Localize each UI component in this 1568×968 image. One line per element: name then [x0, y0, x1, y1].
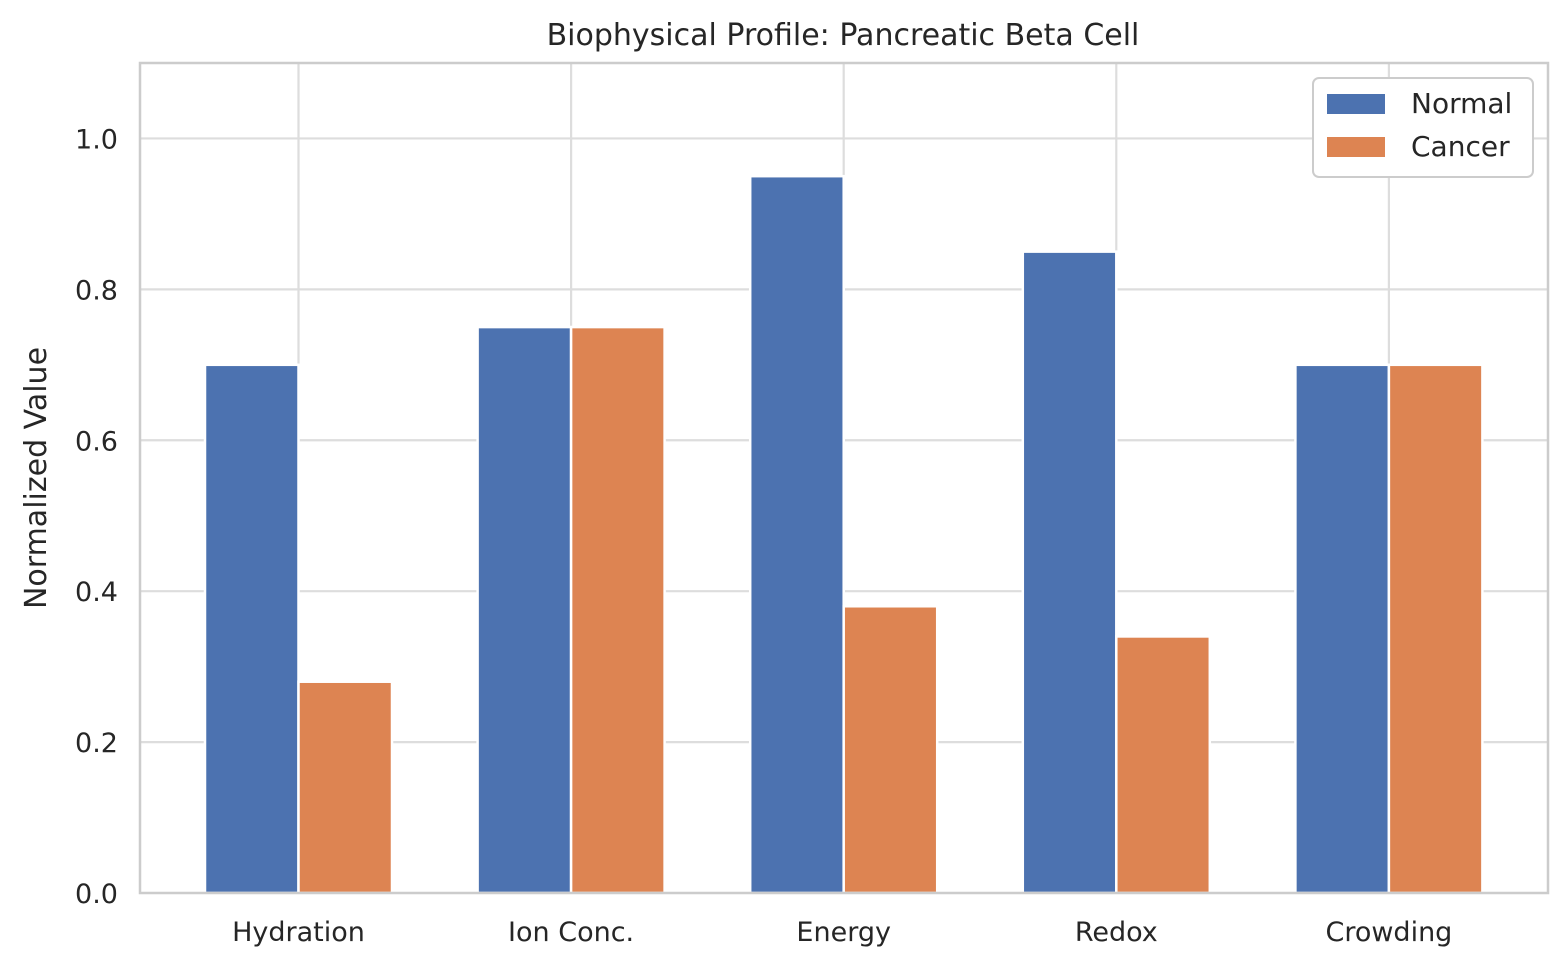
axes-frame	[138, 61, 1550, 895]
legend-label-normal: Normal	[1411, 87, 1512, 120]
y-axis-label: Normalized Value	[19, 347, 54, 609]
bar-cancer-2	[842, 605, 939, 895]
legend-swatch-normal	[1327, 94, 1385, 114]
bar-cancer-4	[1387, 363, 1484, 895]
y-tick-label: 0.2	[75, 728, 118, 759]
bars	[203, 174, 1484, 895]
bar-normal-2	[748, 174, 845, 895]
y-tick-labels: 0.0 0.2 0.4 0.6 0.8 1.0	[75, 124, 118, 910]
x-tick-label: Crowding	[1325, 917, 1452, 948]
y-tick-label: 0.0	[75, 879, 118, 910]
legend-swatch-cancer	[1327, 137, 1385, 157]
bar-normal-0	[203, 363, 300, 895]
bar-normal-4	[1294, 363, 1391, 895]
bar-cancer-3	[1115, 635, 1212, 895]
y-tick-label: 0.6	[75, 426, 118, 457]
x-tick-labels: Hydration Ion Conc. Energy Redox Crowding	[232, 917, 1452, 948]
bar-normal-3	[1021, 250, 1118, 895]
legend: Normal Cancer	[1312, 77, 1534, 178]
x-tick-label: Redox	[1075, 917, 1158, 948]
y-tick-label: 0.8	[75, 275, 118, 306]
y-tick-label: 1.0	[75, 124, 118, 155]
x-tick-label: Ion Conc.	[508, 917, 634, 948]
bar-cancer-1	[569, 325, 666, 895]
x-tick-label: Energy	[796, 917, 891, 948]
bar-cancer-0	[297, 680, 394, 895]
y-tick-label: 0.4	[75, 577, 118, 608]
chart-title: Biophysical Profile: Pancreatic Beta Cel…	[547, 18, 1140, 53]
x-tick-label: Hydration	[232, 917, 365, 948]
bar-normal-1	[476, 325, 573, 895]
legend-label-cancer: Cancer	[1411, 130, 1510, 163]
